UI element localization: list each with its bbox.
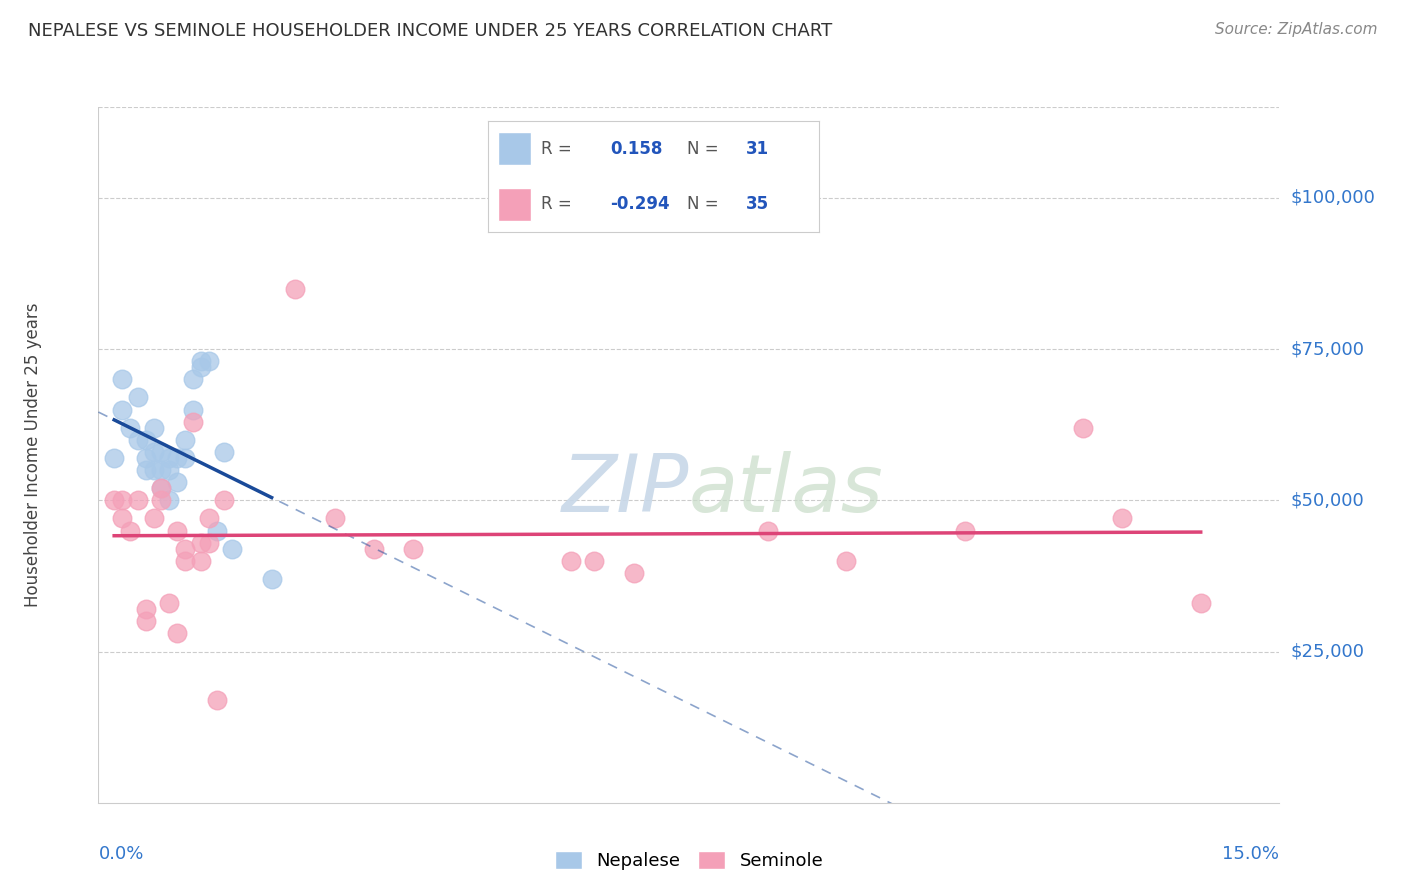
Point [181,372,204,386]
Point [142,445,165,459]
Point [835,554,858,568]
Point [142,420,165,434]
Point [583,554,606,568]
Point [174,433,197,447]
Point [197,511,219,525]
Text: $25,000: $25,000 [1291,642,1365,661]
Point [214,493,236,508]
Point [111,372,134,386]
Point [127,433,149,447]
Point [402,541,425,556]
Point [174,554,197,568]
Point [190,360,212,375]
Point [166,475,188,490]
Text: Householder Income Under 25 years: Householder Income Under 25 years [24,302,42,607]
Text: 15.0%: 15.0% [1222,845,1279,863]
Point [174,541,197,556]
Point [756,524,779,538]
Point [135,450,157,465]
Point [1111,511,1133,525]
Point [142,463,165,477]
Text: ZIP: ZIP [561,450,689,529]
Point [157,596,180,610]
Text: $100,000: $100,000 [1291,189,1375,207]
Point [363,541,385,556]
Point [111,402,134,417]
Point [135,433,157,447]
Point [118,420,141,434]
Point [135,602,157,616]
Point [111,511,134,525]
Point [103,493,125,508]
Point [111,493,134,508]
Point [181,415,204,429]
Point [205,693,228,707]
Point [953,524,976,538]
Text: $75,000: $75,000 [1291,340,1365,358]
Point [284,281,307,295]
Point [214,445,236,459]
Point [1189,596,1212,610]
Point [190,354,212,368]
Point [157,493,180,508]
Point [142,511,165,525]
Text: 0.0%: 0.0% [98,845,143,863]
Point [174,450,197,465]
Point [1071,420,1094,434]
Point [560,554,582,568]
Point [166,450,188,465]
Text: $50,000: $50,000 [1291,491,1364,509]
Point [150,493,173,508]
Point [150,481,173,495]
Legend: Nepalese, Seminole: Nepalese, Seminole [547,844,831,877]
Text: NEPALESE VS SEMINOLE HOUSEHOLDER INCOME UNDER 25 YEARS CORRELATION CHART: NEPALESE VS SEMINOLE HOUSEHOLDER INCOME … [28,22,832,40]
Point [205,524,228,538]
Point [118,524,141,538]
Point [190,535,212,549]
Point [150,481,173,495]
Point [103,450,125,465]
Point [166,524,188,538]
Point [127,391,149,405]
Point [135,615,157,629]
Point [181,402,204,417]
Point [623,566,645,580]
Point [197,535,219,549]
Point [157,450,180,465]
Point [127,493,149,508]
Point [150,463,173,477]
Point [221,541,243,556]
Point [150,445,173,459]
Point [323,511,346,525]
Text: atlas: atlas [689,450,884,529]
Point [157,463,180,477]
Point [260,572,283,586]
Point [190,554,212,568]
Point [197,354,219,368]
Point [135,463,157,477]
Point [166,626,188,640]
Text: Source: ZipAtlas.com: Source: ZipAtlas.com [1215,22,1378,37]
